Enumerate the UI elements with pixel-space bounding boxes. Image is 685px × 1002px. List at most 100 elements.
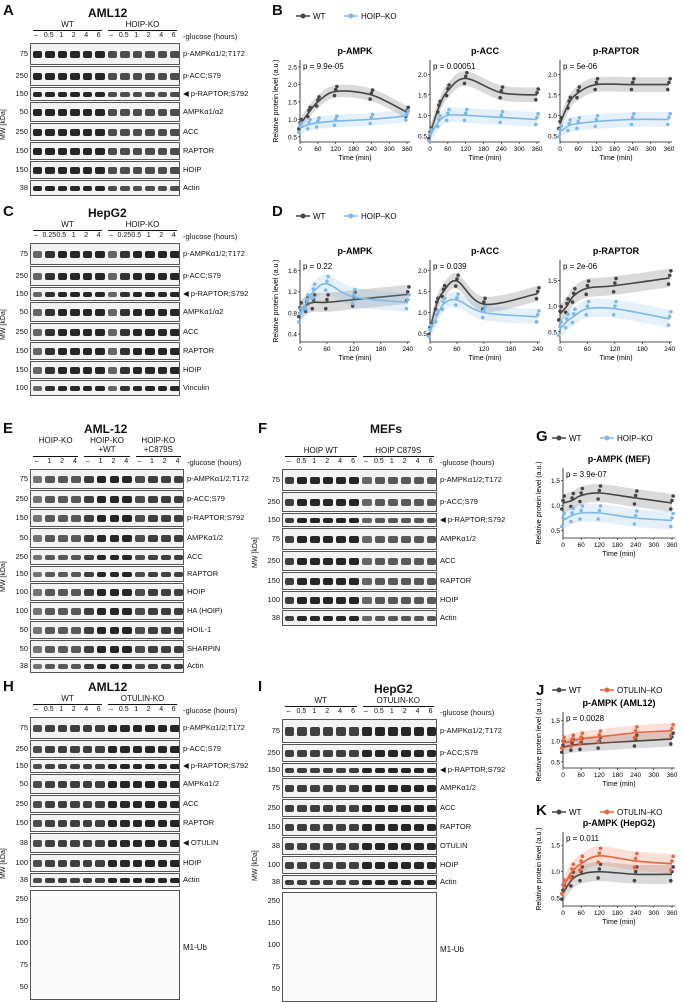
blot-label: HOIP [440, 595, 459, 604]
y-tick-label: 1.5 [551, 718, 560, 725]
band [107, 746, 117, 753]
band [387, 727, 398, 736]
blot-strip [30, 87, 180, 101]
blot-label: p-RAPTOR;S792 [187, 513, 245, 522]
band [107, 73, 117, 80]
band [284, 476, 295, 485]
lane-label: 2 [402, 708, 407, 715]
legend-marker [556, 687, 562, 693]
band [336, 824, 347, 831]
band [349, 597, 359, 604]
band [374, 499, 385, 506]
data-point [333, 87, 338, 92]
group-label-i: OTULIN-KO [376, 696, 421, 705]
band [349, 476, 359, 485]
data-point [569, 744, 573, 748]
data-point [535, 91, 539, 95]
band [109, 589, 120, 596]
data-point [632, 865, 637, 870]
data-point [635, 851, 639, 856]
x-tick-label: 360 [532, 146, 543, 153]
band [57, 273, 67, 280]
band [336, 843, 347, 850]
band [32, 329, 42, 336]
data-point [667, 80, 671, 85]
band [310, 558, 321, 565]
data-point [370, 112, 375, 117]
y-tick-label: 0.4 [288, 332, 297, 339]
band [71, 664, 81, 670]
y-tick-label: 1.0 [551, 869, 560, 876]
data-point [611, 313, 616, 317]
y-axis-label: Relative protein level (a.u.) [536, 698, 543, 781]
band [426, 615, 436, 622]
data-point [668, 111, 672, 116]
band [145, 860, 155, 867]
lane-label: 4 [338, 458, 343, 465]
mw-marker: 250 [267, 556, 280, 565]
data-point [571, 312, 576, 316]
panel-letter-f: F [258, 420, 268, 437]
lane-label: – [137, 458, 142, 465]
blot-label: AMPKα1/2 [187, 533, 224, 542]
data-point [668, 878, 673, 883]
band [160, 554, 171, 561]
band [374, 768, 385, 774]
band [170, 781, 179, 788]
band [70, 724, 80, 733]
data-point [442, 283, 447, 288]
data-point [570, 511, 574, 515]
band [83, 496, 94, 503]
band [157, 92, 167, 98]
lane-label: 2 [162, 458, 167, 465]
band [170, 92, 179, 98]
data-point [632, 502, 637, 506]
band [132, 764, 142, 770]
data-point [536, 111, 541, 116]
band [96, 515, 107, 522]
band [297, 824, 308, 831]
data-point [438, 113, 442, 118]
band [157, 860, 167, 867]
blot-label: Actin [440, 877, 457, 886]
p-value: p = 9.9e-05 [303, 62, 344, 71]
band [170, 764, 179, 770]
band [82, 385, 92, 392]
data-point [632, 744, 637, 748]
band [95, 367, 105, 374]
band [120, 329, 130, 336]
band [297, 578, 308, 585]
blot-label: p-ACC;S79 [440, 497, 478, 506]
data-point [571, 733, 576, 738]
data-point [575, 126, 579, 131]
data-point [635, 509, 639, 513]
band [120, 860, 130, 867]
band [323, 476, 334, 485]
lane-label: 0.5 [296, 458, 307, 465]
band [400, 615, 411, 622]
band [145, 367, 155, 374]
band [132, 109, 142, 116]
blot-strip [282, 799, 437, 817]
data-point [456, 292, 460, 296]
band [426, 862, 436, 869]
lane-label: 1 [59, 706, 64, 713]
band [57, 73, 67, 80]
band [95, 348, 105, 355]
band [426, 843, 436, 850]
data-point [671, 865, 675, 869]
band [336, 785, 347, 792]
band [32, 50, 42, 59]
band [374, 805, 385, 812]
data-point [326, 293, 330, 297]
band [95, 820, 105, 827]
band [145, 129, 155, 136]
mw-marker: 100 [15, 587, 28, 596]
y-tick-label: 1.5 [548, 278, 557, 285]
data-point [568, 95, 573, 100]
band [96, 608, 107, 615]
data-point [632, 878, 637, 883]
band [83, 589, 94, 596]
data-point [534, 122, 538, 127]
data-point [299, 117, 304, 122]
